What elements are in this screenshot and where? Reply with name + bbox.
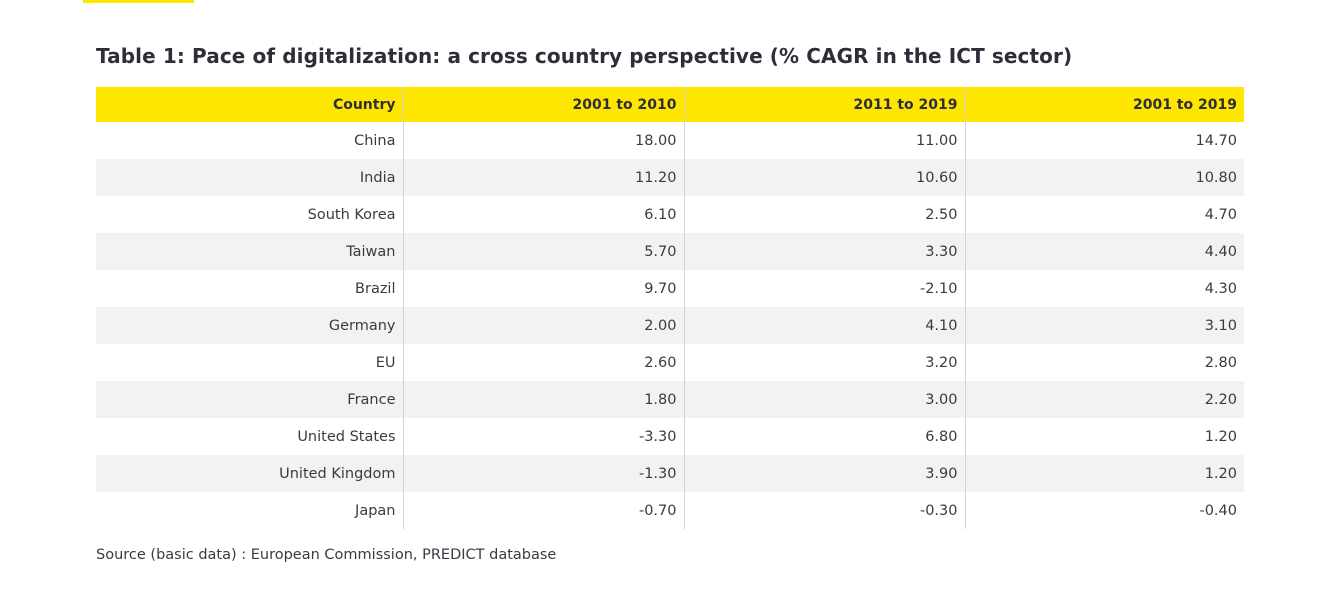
value-cell-2001-2010: 18.00 bbox=[403, 122, 685, 159]
table-row: China 18.00 11.00 14.70 bbox=[96, 122, 1244, 159]
country-cell: Taiwan bbox=[96, 233, 404, 270]
value-cell-2001-2010: -0.70 bbox=[403, 492, 685, 529]
value-cell-2001-2019: -0.40 bbox=[1199, 502, 1237, 519]
value-cell-2001-2010: 11.20 bbox=[403, 159, 685, 196]
table-row: Brazil 9.70 -2.10 4.30 bbox=[96, 270, 1244, 307]
country-cell: Germany bbox=[96, 307, 404, 344]
country-cell: United Kingdom bbox=[96, 455, 404, 492]
value-cell-2011-2019: 3.00 bbox=[684, 381, 966, 418]
value-cell-2011-2019: 4.10 bbox=[684, 307, 966, 344]
source-note: Source (basic data) : European Commissio… bbox=[96, 547, 557, 563]
value-cell-2001-2019: 4.70 bbox=[1204, 206, 1237, 223]
value-cell-2001-2019: 1.20 bbox=[965, 455, 1244, 492]
table-row: France 1.80 3.00 2.20 bbox=[96, 381, 1244, 418]
value-cell-2011-2019: 2.50 bbox=[684, 196, 966, 233]
value-cell-2011-2019: -0.30 bbox=[684, 492, 966, 529]
value-cell-2011-2019: 6.80 bbox=[684, 418, 966, 455]
value-cell-2001-2019: 2.20 bbox=[965, 381, 1244, 418]
country-cell: China bbox=[96, 122, 404, 159]
value-cell-2001-2019: 3.10 bbox=[965, 307, 1244, 344]
value-cell-2001-2019: 4.30 bbox=[1204, 280, 1237, 297]
value-cell-2001-2010: 2.60 bbox=[403, 344, 685, 381]
table-row: Japan -0.70 -0.30 -0.40 bbox=[96, 492, 1244, 529]
country-cell: India bbox=[96, 159, 404, 196]
country-cell: South Korea bbox=[96, 196, 404, 233]
value-cell-2001-2019: 14.70 bbox=[1195, 132, 1237, 149]
value-cell-2011-2019: 3.20 bbox=[684, 344, 966, 381]
value-cell-2001-2019: 4.40 bbox=[965, 233, 1244, 270]
country-cell: EU bbox=[96, 344, 404, 381]
value-cell-2001-2010: 2.00 bbox=[403, 307, 685, 344]
table-header: Country 2001 to 2010 2011 to 2019 2001 t… bbox=[96, 87, 1244, 122]
column-header-country: Country bbox=[96, 87, 404, 122]
table-title: Table 1: Pace of digitalization: a cross… bbox=[96, 44, 1073, 68]
table-row: India 11.20 10.60 10.80 bbox=[96, 159, 1244, 196]
header-row: Country 2001 to 2010 2011 to 2019 2001 t… bbox=[96, 87, 1244, 122]
value-cell-2001-2010: 6.10 bbox=[403, 196, 685, 233]
table-row: Germany 2.00 4.10 3.10 bbox=[96, 307, 1244, 344]
table-row: United States -3.30 6.80 1.20 bbox=[96, 418, 1244, 455]
table-body: China 18.00 11.00 14.70 India 11.20 10.60 10.80… bbox=[96, 122, 1244, 529]
table-row: United Kingdom -1.30 3.90 1.20 bbox=[96, 455, 1244, 492]
value-cell-2011-2019: -2.10 bbox=[684, 270, 966, 307]
country-cell: Brazil bbox=[96, 270, 404, 307]
value-cell-2001-2010: -1.30 bbox=[403, 455, 685, 492]
value-cell-2001-2010: 9.70 bbox=[403, 270, 685, 307]
value-cell-2001-2010: 1.80 bbox=[403, 381, 685, 418]
top-accent-bar bbox=[83, 0, 194, 3]
table-row: EU 2.60 3.20 2.80 bbox=[96, 344, 1244, 381]
country-cell: France bbox=[96, 381, 404, 418]
column-header-2001-2010: 2001 to 2010 bbox=[403, 87, 685, 122]
data-table: Country 2001 to 2010 2011 to 2019 2001 t… bbox=[96, 87, 1244, 529]
value-cell-2001-2010: -3.30 bbox=[403, 418, 685, 455]
table-row: Taiwan 5.70 3.30 4.40 bbox=[96, 233, 1244, 270]
value-cell-2011-2019: 11.00 bbox=[684, 122, 966, 159]
value-cell-2011-2019: 3.90 bbox=[684, 455, 966, 492]
column-header-2011-2019: 2011 to 2019 bbox=[684, 87, 966, 122]
table-row: South Korea 6.10 2.50 4.70 bbox=[96, 196, 1244, 233]
value-cell-2011-2019: 10.60 bbox=[684, 159, 966, 196]
value-cell-2001-2019: 10.80 bbox=[965, 159, 1244, 196]
column-header-2001-2019: 2001 to 2019 bbox=[965, 87, 1244, 122]
value-cell-2001-2010: 5.70 bbox=[403, 233, 685, 270]
country-cell: United States bbox=[96, 418, 404, 455]
country-cell: Japan bbox=[96, 492, 404, 529]
value-cell-2001-2019: 2.80 bbox=[1204, 354, 1237, 371]
value-cell-2011-2019: 3.30 bbox=[684, 233, 966, 270]
value-cell-2001-2019: 1.20 bbox=[1204, 428, 1237, 445]
